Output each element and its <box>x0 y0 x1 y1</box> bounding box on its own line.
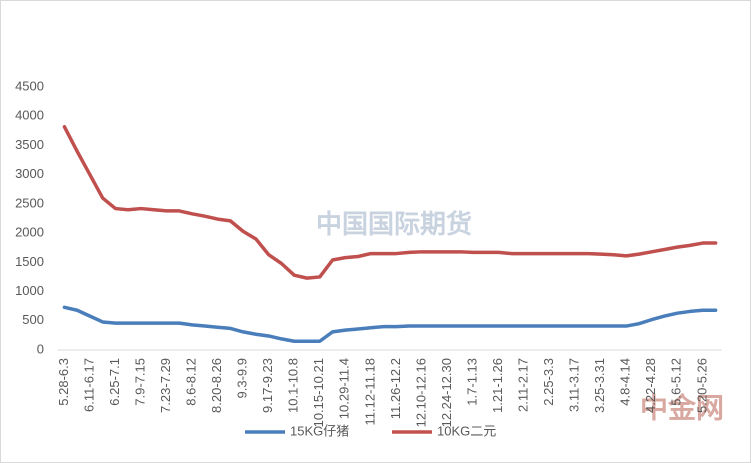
x-tick-label: 10.29-11.4 <box>337 358 352 419</box>
y-tick-label: 3500 <box>15 137 44 152</box>
x-tick-label: 12.24-12.30 <box>439 358 454 427</box>
x-tick-label: 5.6-5.12 <box>669 358 684 406</box>
x-tick-label: 11.26-12.2 <box>388 358 403 419</box>
x-tick-label: 11.12-11.18 <box>362 358 377 425</box>
x-tick-label: 2.25-3.3 <box>541 358 556 406</box>
watermark: 中金网 <box>640 391 724 423</box>
x-tick-label: 7.9-7.15 <box>132 358 147 406</box>
y-tick-label: 4000 <box>15 108 44 123</box>
x-tick-label: 9.17-9.23 <box>260 358 275 413</box>
series-line <box>62 305 718 343</box>
watermark: 中国国际期货 <box>316 209 472 239</box>
y-tick-label: 1500 <box>15 254 44 269</box>
y-tick-label: 0 <box>37 341 44 356</box>
y-tick-label: 1000 <box>15 283 44 298</box>
x-tick-label: 1.21-1.26 <box>490 358 505 413</box>
x-tick-label: 6.11-6.17 <box>81 358 96 412</box>
x-tick-label: 4.22-4.28 <box>643 358 658 413</box>
y-tick-label: 2000 <box>15 225 44 240</box>
x-tick-label: 1.7-1.13 <box>464 358 479 406</box>
x-tick-label: 3.11-3.17 <box>567 358 582 412</box>
x-tick-label: 8.20-8.26 <box>209 358 224 413</box>
x-tick-label: 9.3-9.9 <box>235 358 250 398</box>
x-tick-label: 3.25-3.31 <box>592 358 607 413</box>
series-line <box>62 124 718 280</box>
x-tick-label: 10.1-10.8 <box>286 358 301 413</box>
legend-label: 15KG仔猪 <box>290 423 349 438</box>
x-tick-label: 10.15-10.21 <box>311 358 326 427</box>
x-tick-label: 7.23-7.29 <box>158 358 173 413</box>
y-tick-label: 2500 <box>15 195 44 210</box>
y-tick-label: 500 <box>22 312 44 327</box>
x-tick-label: 8.6-8.12 <box>184 358 199 406</box>
x-tick-label: 6.25-7.1 <box>107 358 122 406</box>
y-tick-label: 3000 <box>15 166 44 181</box>
x-tick-label: 5.28-6.3 <box>56 358 71 406</box>
x-tick-label: 5.20-5.26 <box>694 358 709 413</box>
y-tick-label: 4500 <box>15 78 44 93</box>
legend-label: 10KG二元 <box>437 423 496 438</box>
x-tick-label: 2.11-2.17 <box>516 358 531 412</box>
x-tick-label: 12.10-12.16 <box>413 358 428 427</box>
x-tick-label: 4.8-4.14 <box>618 358 633 406</box>
